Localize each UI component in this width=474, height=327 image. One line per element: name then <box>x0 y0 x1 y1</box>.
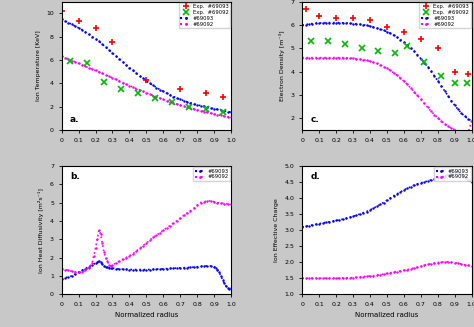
Legend: #69093, #69092: #69093, #69092 <box>434 167 471 181</box>
X-axis label: Normalized radius: Normalized radius <box>355 313 419 318</box>
Y-axis label: Electron Density [m⁻³]: Electron Density [m⁻³] <box>279 30 285 101</box>
X-axis label: Normalized radius: Normalized radius <box>115 313 178 318</box>
Text: c.: c. <box>310 115 319 124</box>
Y-axis label: Ion Heat Diffusivity [m²s⁻¹]: Ion Heat Diffusivity [m²s⁻¹] <box>38 188 45 273</box>
Text: a.: a. <box>70 115 80 124</box>
Legend: #69093, #69092: #69093, #69092 <box>193 167 230 181</box>
Y-axis label: Ion Temperature [KeV]: Ion Temperature [KeV] <box>36 30 41 101</box>
Text: b.: b. <box>70 172 80 181</box>
Legend: Exp.  #69093, Exp.  #69092, #69093, #69092: Exp. #69093, Exp. #69092, #69093, #69092 <box>419 3 471 28</box>
Legend: Exp.  #69093, Exp.  #69092, #69093, #69092: Exp. #69093, Exp. #69092, #69093, #69092 <box>179 3 230 28</box>
Y-axis label: Ion Effective Charge: Ion Effective Charge <box>274 198 279 262</box>
Text: d.: d. <box>310 172 320 181</box>
